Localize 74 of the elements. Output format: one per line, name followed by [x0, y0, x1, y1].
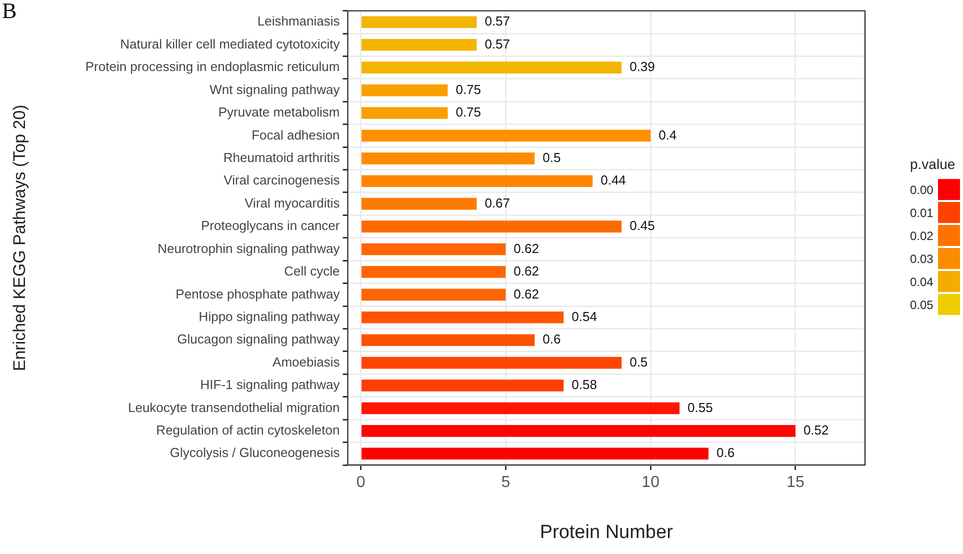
color-bar-label: 0.03 — [910, 252, 934, 266]
annotation: 0.75 — [456, 104, 482, 120]
x-tick-label: 15 — [786, 474, 804, 492]
y-tick-label: Amoebiasis — [272, 354, 340, 370]
annotation: 0.44 — [600, 172, 626, 188]
text: B — [2, 0, 17, 23]
annotation: 0.62 — [514, 286, 539, 302]
bar — [362, 425, 796, 437]
y-tick-label: Pyruvate metabolism — [218, 104, 340, 120]
annotation: 0.57 — [484, 14, 510, 29]
bar — [362, 152, 535, 164]
annotation: 0.62 — [514, 264, 539, 279]
y-tick-label: Leishmaniasis — [257, 14, 340, 29]
bar — [362, 243, 506, 256]
bar — [362, 402, 680, 414]
bar — [362, 84, 448, 96]
bar — [362, 311, 564, 324]
bar — [362, 288, 506, 301]
annotation: 0.5 — [630, 354, 648, 370]
bar — [362, 380, 564, 392]
y-tick-label: Leukocyte transendothelial migration — [128, 400, 340, 415]
y-tick-label: Glycolysis / Gluconeogenesis — [170, 445, 340, 460]
annotation: 0.62 — [514, 240, 539, 256]
color-bar-title: p.value — [910, 156, 956, 172]
x-tick-label: 0 — [356, 474, 366, 492]
color-bar-label: 0.05 — [910, 298, 934, 312]
annotation: 0.6 — [542, 332, 561, 347]
bar — [362, 175, 593, 188]
y-tick-label: Wnt signaling pathway — [210, 82, 340, 97]
annotation: 0.75 — [456, 82, 482, 97]
bar — [362, 334, 535, 346]
bar — [362, 62, 622, 74]
annotation: 0.52 — [803, 422, 829, 438]
color-bar-label: 0.01 — [910, 206, 934, 220]
y-tick-label: Neurotrophin signaling pathway — [158, 240, 340, 256]
annotation: 0.58 — [572, 377, 597, 392]
annotation: 0.45 — [630, 218, 655, 234]
color-bar-label: 0.04 — [910, 274, 934, 288]
bar — [362, 130, 651, 142]
annotation: 0.5 — [542, 150, 561, 165]
annotation: 0.6 — [716, 445, 735, 460]
y-tick-label: Rheumatoid arthritis — [223, 150, 340, 165]
annotation: 0.54 — [572, 308, 597, 324]
bar — [362, 266, 506, 278]
y-tick-label: Hippo signaling pathway — [198, 308, 340, 324]
bar — [362, 220, 622, 232]
bar — [362, 38, 477, 51]
x-axis-title: Protein Number — [540, 522, 674, 543]
y-axis-title: Enriched KEGG Pathways (Top 20) — [10, 104, 29, 372]
y-tick-label: Viral myocarditis — [244, 195, 340, 210]
y-tick-label: Cell cycle — [284, 264, 340, 279]
annotation: 0.67 — [484, 195, 510, 210]
x-tick-label: 5 — [501, 474, 510, 492]
color-bar-label: 0.00 — [910, 182, 934, 196]
annotation: 0.39 — [630, 59, 655, 74]
x-tick-label: 10 — [642, 474, 660, 492]
bar — [362, 448, 709, 460]
annotation: 0.55 — [688, 400, 713, 415]
bar — [362, 16, 477, 28]
bar — [362, 356, 622, 369]
y-tick-label: Protein processing in endoplasmic reticulum — [85, 59, 340, 74]
y-tick-label: Viral carcinogenesis — [224, 172, 340, 188]
y-tick-label: Pentose phosphate pathway — [176, 286, 340, 302]
bar — [362, 107, 448, 119]
y-tick-label: HIF-1 signaling pathway — [200, 377, 340, 392]
y-tick-label: Glucagon signaling pathway — [177, 332, 340, 347]
y-tick-label: Regulation of actin cytoskeleton — [156, 422, 340, 438]
bar — [362, 198, 477, 210]
y-tick-label: Natural killer cell mediated cytotoxicity — [120, 36, 340, 52]
y-tick-label: Proteoglycans in cancer — [200, 218, 340, 234]
annotation: 0.4 — [658, 127, 677, 142]
y-tick-label: Focal adhesion — [252, 127, 340, 142]
annotation: 0.57 — [484, 36, 510, 52]
color-bar-label: 0.02 — [910, 228, 934, 242]
